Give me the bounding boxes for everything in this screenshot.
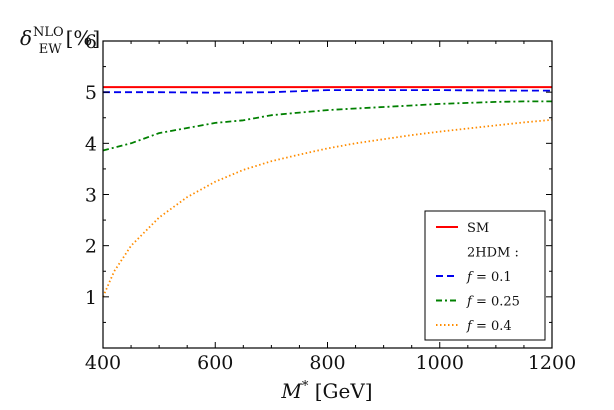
legend-label: f = 0.25	[466, 295, 520, 310]
y-axis-label: δNLO EW [%]	[20, 25, 100, 57]
axes-group: 400 600 800 1000 1200 1 2 3 4 5 6	[85, 31, 576, 374]
y-tick-label: 6	[85, 31, 97, 53]
x-tick-label: 800	[309, 352, 345, 374]
series-line-4	[102, 118, 553, 298]
legend-title: 2HDM :	[467, 246, 519, 261]
x-tick-label: 1000	[416, 352, 464, 374]
series-line-3	[102, 100, 552, 152]
x-tick-label: 1200	[528, 352, 576, 374]
x-tick-label: 400	[85, 352, 121, 374]
series-group	[102, 86, 553, 298]
legend: SM 2HDM : f = 0.1 f = 0.25 f = 0.4	[424, 210, 546, 341]
legend-box	[424, 210, 546, 341]
y-tick-label: 2	[85, 236, 97, 258]
y-tick-label: 4	[85, 133, 97, 155]
legend-label: SM	[467, 221, 489, 236]
y-tick-label: 5	[85, 82, 97, 104]
y-tick-label: 1	[85, 287, 97, 309]
series-line-2	[103, 89, 552, 94]
legend-label: f = 0.1	[466, 270, 512, 285]
legend-label: f = 0.4	[466, 319, 512, 334]
y-tick-label: 3	[85, 185, 97, 207]
x-tick-label: 600	[197, 352, 233, 374]
x-axis-label: M* [GeV]	[280, 379, 372, 403]
